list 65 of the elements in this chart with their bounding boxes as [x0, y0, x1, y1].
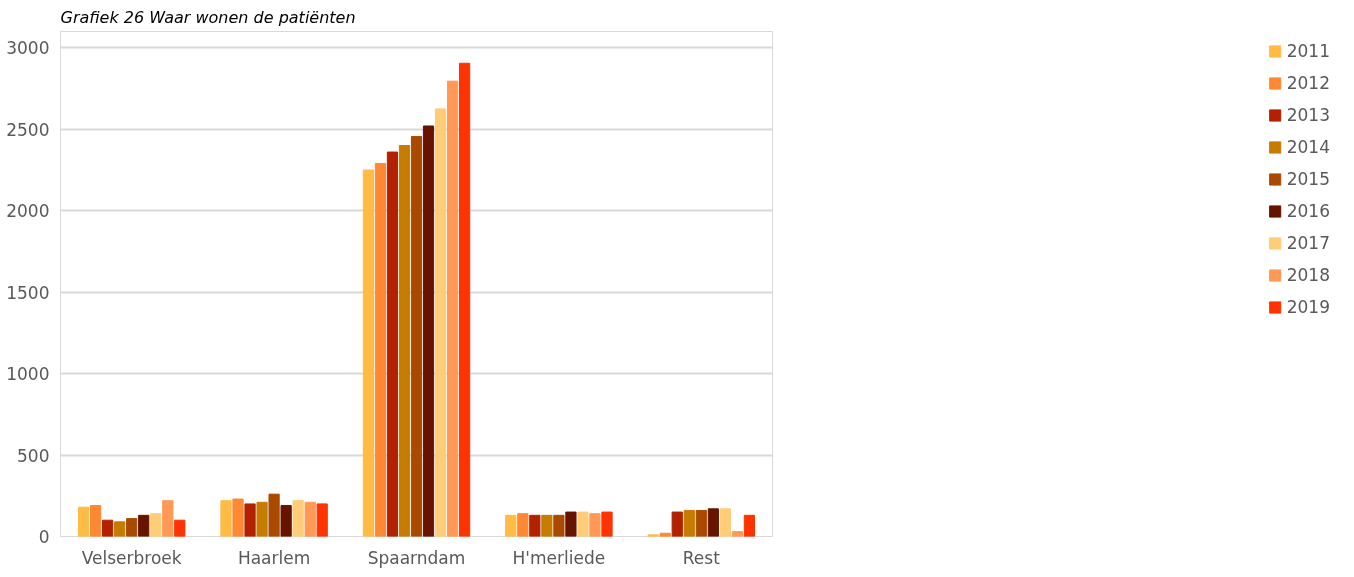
legend-label: 2012: [1286, 73, 1330, 93]
bar: [446, 80, 459, 537]
bar: [220, 500, 232, 537]
bar: [150, 513, 162, 537]
bar: [268, 493, 280, 537]
bar: [292, 500, 304, 537]
bar: [553, 514, 565, 537]
legend-label: 2016: [1286, 201, 1330, 221]
bar: [577, 511, 589, 537]
bar: [410, 136, 423, 537]
bar: [162, 500, 174, 537]
bar: [374, 162, 387, 537]
bar: [434, 108, 447, 537]
bar: [386, 151, 399, 537]
x-tick-label: Rest: [682, 547, 721, 568]
bar: [174, 519, 186, 537]
bar: [601, 511, 613, 537]
bar: [565, 511, 577, 537]
bar: [138, 514, 150, 537]
legend-label: 2014: [1286, 137, 1330, 157]
legend-label: 2017: [1286, 233, 1330, 253]
bar: [316, 503, 328, 537]
x-tick-label: Haarlem: [237, 547, 311, 568]
bar: [90, 505, 102, 537]
bar: [232, 498, 244, 537]
legend-label: 2015: [1286, 169, 1330, 189]
bar: [671, 511, 683, 537]
bar: [707, 508, 719, 537]
legend-label: 2019: [1286, 297, 1330, 317]
chart-title: Grafiek 26 Waar wonen de patiënten: [60, 7, 356, 27]
bar: [362, 169, 375, 537]
x-tick-label: Velserbroek: [81, 547, 182, 568]
y-tick-label: 2500: [6, 119, 50, 140]
bar: [114, 521, 126, 537]
bar: [719, 508, 731, 537]
bar: [256, 501, 268, 537]
y-tick-label: 0: [38, 527, 50, 547]
bar: [529, 514, 541, 537]
bar: [304, 501, 316, 537]
bar: [280, 505, 292, 537]
bar: [695, 509, 707, 537]
bar: [743, 514, 756, 537]
bar: [517, 513, 529, 537]
y-tick-label: 3000: [6, 38, 50, 59]
bar: [505, 514, 517, 537]
bar: [731, 531, 743, 537]
bar: [244, 503, 256, 537]
x-tick-label: H'merliede: [512, 547, 606, 568]
bar: [683, 509, 695, 537]
legend-label: 2011: [1286, 41, 1330, 61]
bar: [398, 145, 411, 537]
bar: [422, 125, 435, 537]
bar: [458, 62, 471, 537]
x-tick-label: Spaarndam: [367, 547, 466, 568]
legend-label: 2013: [1286, 105, 1330, 125]
bar: [541, 514, 553, 537]
bar: [102, 519, 114, 537]
y-tick-label: 1000: [6, 364, 50, 385]
legend-label: 2018: [1286, 265, 1330, 285]
y-tick-label: 500: [17, 445, 50, 466]
bar: [126, 518, 138, 537]
y-tick-label: 2000: [6, 201, 50, 222]
y-tick-label: 1500: [6, 282, 50, 303]
bar: [77, 506, 90, 537]
bar: [589, 513, 601, 537]
